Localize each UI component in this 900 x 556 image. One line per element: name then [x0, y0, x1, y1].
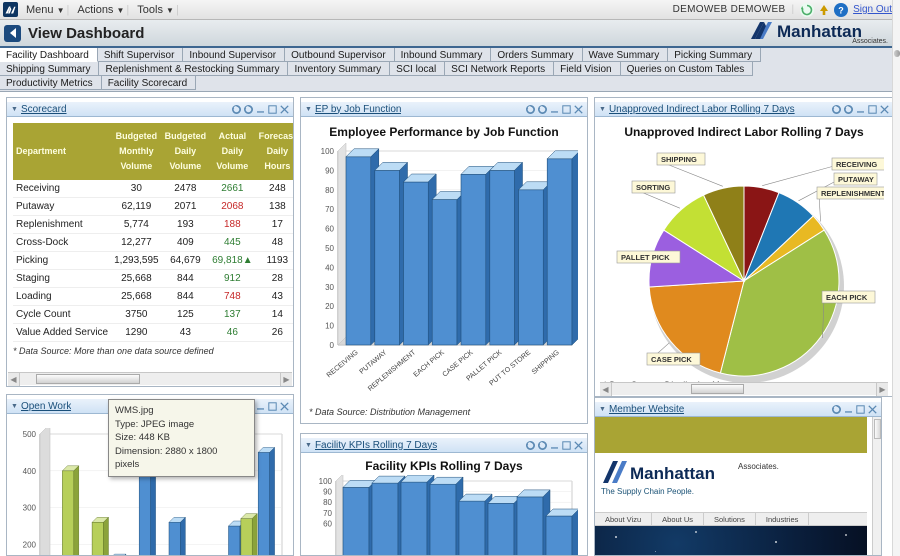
svg-text:100: 100 — [321, 147, 335, 156]
svg-text:10: 10 — [325, 322, 334, 331]
svg-text:20: 20 — [325, 302, 334, 311]
svg-text:70: 70 — [325, 205, 334, 214]
svg-text:EACH PICK: EACH PICK — [412, 349, 446, 379]
svg-text:SHIPPING: SHIPPING — [661, 155, 697, 164]
svg-text:500: 500 — [23, 430, 37, 439]
svg-text:80: 80 — [325, 186, 334, 195]
svg-text:RECEIVING: RECEIVING — [836, 160, 877, 169]
svg-text:80: 80 — [323, 498, 332, 507]
svg-text:PALLET PICK: PALLET PICK — [621, 253, 670, 262]
svg-text:0: 0 — [330, 341, 335, 350]
svg-text:Manhattan: Manhattan — [630, 464, 715, 483]
svg-text:RECEIVING: RECEIVING — [326, 349, 360, 379]
svg-text:REPLENISHMENT: REPLENISHMENT — [367, 349, 418, 393]
svg-text:60: 60 — [323, 519, 332, 528]
svg-text:90: 90 — [323, 488, 332, 497]
svg-text:SORTING: SORTING — [636, 183, 670, 192]
svg-text:50: 50 — [325, 244, 334, 253]
svg-text:CASE PICK: CASE PICK — [651, 355, 692, 364]
svg-text:?: ? — [838, 5, 844, 15]
svg-text:SHIPPING: SHIPPING — [531, 349, 561, 376]
svg-text:PUTAWAY: PUTAWAY — [359, 349, 389, 376]
svg-text:400: 400 — [23, 467, 37, 476]
svg-text:30: 30 — [325, 283, 334, 292]
svg-text:40: 40 — [325, 263, 334, 272]
svg-text:90: 90 — [325, 166, 334, 175]
svg-text:REPLENISHMENT: REPLENISHMENT — [821, 189, 884, 198]
svg-text:60: 60 — [325, 225, 334, 234]
svg-text:70: 70 — [323, 509, 332, 518]
svg-text:100: 100 — [319, 477, 333, 486]
svg-text:PUTAWAY: PUTAWAY — [838, 175, 874, 184]
svg-text:300: 300 — [23, 504, 37, 513]
svg-text:EACH PICK: EACH PICK — [826, 293, 868, 302]
svg-text:200: 200 — [23, 540, 37, 549]
svg-text:Manhattan: Manhattan — [777, 22, 862, 41]
